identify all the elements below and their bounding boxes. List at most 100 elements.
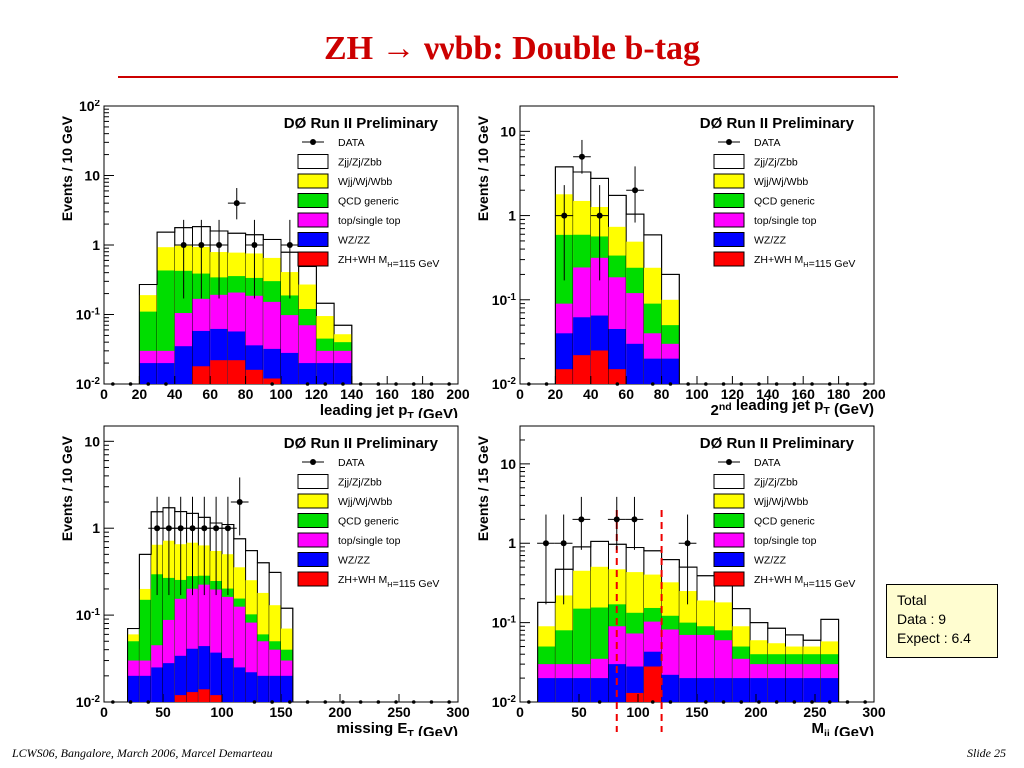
data-zero-point xyxy=(429,700,434,704)
data-point-5 xyxy=(213,525,220,532)
bar-wz-zz-bin-6 xyxy=(661,358,680,384)
data-zero-point xyxy=(128,382,133,386)
x-tick-label: 100 xyxy=(626,704,650,720)
data-zero-point xyxy=(650,382,655,386)
x-tick-label: 200 xyxy=(328,704,352,720)
y-tick-label: 10 xyxy=(500,456,516,472)
legend-swatch-wjj-wj-wbb xyxy=(297,173,329,189)
data-zero-point xyxy=(757,700,761,704)
legend-label-data: DATA xyxy=(754,137,780,149)
legend-label-wz-zz: WZ/ZZ xyxy=(754,555,787,567)
y-tick-label: 1 xyxy=(92,237,100,253)
bar-wz-zz-bin-2 xyxy=(151,667,163,702)
bar-wz-zz-bin-14 xyxy=(785,678,804,702)
slide-title: ZH → ννbb: Double b-tag xyxy=(323,30,701,67)
data-zero-point xyxy=(323,700,328,704)
legend-swatch-qcd-generic xyxy=(713,513,745,528)
footer-conference: LCWS06, Bangalore, March 2006, Marcel De… xyxy=(12,746,273,760)
legend-label-wz-zz: WZ/ZZ xyxy=(338,555,371,567)
y-tick-label: 10-2 xyxy=(492,694,517,710)
x-tick-label: 80 xyxy=(238,386,254,402)
legend-swatch-qcd-generic xyxy=(297,193,329,208)
data-point-2 xyxy=(578,516,585,523)
data-point-2 xyxy=(177,525,184,532)
data-zero-point xyxy=(615,382,620,386)
x-tick-label: 50 xyxy=(155,704,171,720)
data-zero-point xyxy=(863,700,867,704)
data-zero-point xyxy=(270,700,274,704)
data-zero-point xyxy=(305,382,310,386)
data-zero-point xyxy=(757,382,761,386)
legend-swatch-top-single-top xyxy=(297,212,329,228)
x-tick-label: 140 xyxy=(340,386,364,402)
data-zero-point xyxy=(358,382,363,386)
x-tick-label: 180 xyxy=(411,386,435,402)
legend-swatch-wjj-wj-wbb xyxy=(713,493,745,509)
x-tick-label: 200 xyxy=(744,704,768,720)
data-zero-point xyxy=(810,700,814,704)
bar-wz-zz-bin-16 xyxy=(820,678,839,702)
bar-wz-zz-bin-7 xyxy=(210,652,222,702)
legend-label-zjj-zj-zbb: Zjj/Zj/Zbb xyxy=(338,157,382,169)
chart-panel-missing-et: 0 50 100 150 200 250 300 10-2 10-1 1 10 missing ET … xyxy=(60,420,470,736)
legend-label-wjj-wj-wbb: Wjj/Wj/Wbb xyxy=(338,496,392,508)
legend-label-zjj-zj-zbb: Zjj/Zj/Zbb xyxy=(754,477,798,489)
bar-wz-zz-bin-10 xyxy=(714,678,733,702)
totals-expect: Expect : 6.4 xyxy=(897,630,971,646)
bar-top-single-top-bin-3 xyxy=(163,619,175,702)
y-tick-label: 10-2 xyxy=(492,376,517,392)
data-zero-point xyxy=(394,700,398,704)
x-tick-label: 40 xyxy=(167,386,183,402)
bar-qcd-generic-bin-2 xyxy=(151,574,163,702)
bar-wz-zz-bin-3 xyxy=(163,663,175,702)
data-point-5 xyxy=(684,540,691,547)
x-tick-label: 150 xyxy=(685,704,709,720)
total-outline xyxy=(127,507,294,702)
legend-swatch-wz-zz xyxy=(713,552,745,567)
x-tick-label: 80 xyxy=(654,386,670,402)
bar-wz-zz-bin-13 xyxy=(281,675,293,702)
data-point-4 xyxy=(631,516,638,523)
legend-label-zh-wh-m-h-115-gev: ZH+WH MH=115 GeV xyxy=(338,574,439,590)
bar-zh-wh-m-h-115-gev-bin-1 xyxy=(573,355,591,384)
chart-panel-second-jet-pt: 0 20 40 60 80 100 120 140 160 180 200 10-2 10-1 1 10 2n… xyxy=(476,100,886,418)
data-zero-point xyxy=(774,382,779,386)
y-tick-label: 1 xyxy=(508,208,516,224)
y-tick-label: 10-1 xyxy=(492,615,517,631)
bar-zh-wh-m-h-115-gev-bin-5 xyxy=(227,360,246,384)
legend-label-wz-zz: WZ/ZZ xyxy=(754,235,787,247)
y-tick-label: 102 xyxy=(79,100,101,114)
bar-zh-wh-m-h-115-gev-bin-6 xyxy=(643,666,662,702)
chart-panel-dijet-mass: 0 50 100 150 200 250 300 10-2 10-1 1 10 Mjj (GeV) Ev… xyxy=(476,420,886,736)
x-axis-label: 2nd leading jet pT (GeV) xyxy=(711,397,874,418)
footer-slide-number: Slide 25 xyxy=(967,746,1006,760)
bar-wz-zz-bin-8 xyxy=(281,352,299,384)
data-point-3 xyxy=(189,525,196,532)
bar-zh-wh-m-h-115-gev-bin-0 xyxy=(555,369,574,384)
legend-swatch-zjj-zj-zbb xyxy=(297,474,329,489)
legend-label-wjj-wj-wbb: Wjj/Wj/Wbb xyxy=(754,496,808,508)
data-zero-point xyxy=(305,700,310,704)
bar-top-single-top-bin-11 xyxy=(257,641,270,702)
data-zero-point xyxy=(721,382,726,386)
data-zero-point xyxy=(827,700,832,704)
bar-zh-wh-m-h-115-gev-bin-2 xyxy=(590,350,609,384)
data-zero-point xyxy=(394,382,398,386)
chart-svg-leading-jet-pt: 0 20 40 60 80 100 120 140 160 180 200 10-2 10-1 1 10 10… xyxy=(60,100,470,418)
x-tick-label: 0 xyxy=(516,386,524,402)
x-tick-label: 0 xyxy=(100,704,108,720)
totals-title: Total xyxy=(897,592,927,608)
total-outline xyxy=(537,540,840,702)
bar-wz-zz-bin-15 xyxy=(803,678,821,702)
x-tick-label: 40 xyxy=(583,386,599,402)
data-point-3 xyxy=(632,187,639,194)
data-zero-point xyxy=(704,700,708,704)
bar-wz-zz-bin-10 xyxy=(245,672,258,702)
legend-swatch-wjj-wj-wbb xyxy=(713,173,745,189)
data-point-2 xyxy=(216,242,223,248)
x-tick-label: 60 xyxy=(202,386,218,402)
chart-svg-second-jet-pt: 0 20 40 60 80 100 120 140 160 180 200 10-2 10-1 1 10 2n… xyxy=(476,100,886,418)
y-tick-label: 10-1 xyxy=(492,292,517,308)
bar-zh-wh-m-h-115-gev-bin-5 xyxy=(186,692,199,702)
legend-label-wjj-wj-wbb: Wjj/Wj/Wbb xyxy=(338,176,392,188)
